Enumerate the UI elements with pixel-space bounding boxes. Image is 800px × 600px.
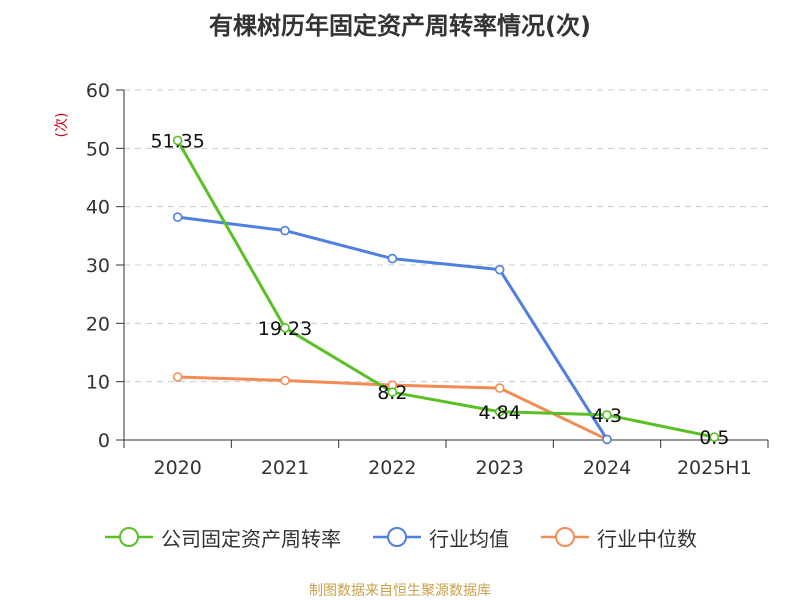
data-point xyxy=(280,225,290,236)
x-tick-label: 2024 xyxy=(583,457,631,479)
data-point xyxy=(494,264,505,275)
data-point xyxy=(172,372,183,382)
legend-item[interactable]: 行业中位数 xyxy=(539,523,697,552)
data-label: 4.84 xyxy=(479,402,521,424)
series-layer xyxy=(172,135,720,445)
data-point xyxy=(387,387,398,397)
data-label: 51.35 xyxy=(150,130,204,152)
data-point xyxy=(280,375,290,386)
x-tick-label: 2023 xyxy=(475,457,523,479)
x-tick-label: 2025H1 xyxy=(677,457,752,479)
y-tick-label: 30 xyxy=(86,255,110,277)
data-point xyxy=(387,253,398,264)
data-point xyxy=(280,323,290,333)
data-point xyxy=(172,135,183,146)
data-point xyxy=(602,410,612,420)
data-point xyxy=(602,434,612,445)
data-point xyxy=(709,432,720,442)
legend-label: 行业均值 xyxy=(429,526,509,551)
legend-marker-icon xyxy=(373,527,421,547)
y-tick-label: 60 xyxy=(86,80,110,102)
y-tick-label: 40 xyxy=(86,197,110,219)
legend: 公司固定资产周转率 行业均值 行业中位数 xyxy=(0,520,800,554)
source-note: 制图数据来自恒生聚源数据库 xyxy=(309,583,491,599)
x-tick-label: 2022 xyxy=(368,457,416,479)
data-label: 8.2 xyxy=(377,382,407,404)
chart-title: 有棵树历年固定资产周转率情况(次) xyxy=(209,12,591,40)
data-label: 19.23 xyxy=(258,318,312,340)
data-point xyxy=(494,406,505,417)
data-label: 0.5 xyxy=(699,427,729,449)
data-point xyxy=(172,212,183,222)
legend-label: 行业中位数 xyxy=(597,526,697,551)
x-tick-label: 2021 xyxy=(261,457,309,479)
y-axis-label: (次) xyxy=(54,113,70,138)
series-line-0 xyxy=(176,139,715,439)
legend-label: 公司固定资产周转率 xyxy=(161,526,341,551)
data-label: 4.3 xyxy=(592,405,622,427)
data-point xyxy=(494,383,505,393)
legend-marker-icon xyxy=(541,527,589,547)
y-tick-label: 0 xyxy=(98,430,110,452)
y-tick-label: 10 xyxy=(86,372,110,394)
axis-layer: 0 10 20 30 40 50 60 (次) 2020 2021 2022 2023 2024 2025… xyxy=(54,80,769,479)
label-layer: 51.35 19.23 8.2 4.84 4.3 0.5 xyxy=(150,130,729,449)
y-tick-label: 20 xyxy=(86,313,110,335)
x-tick-label: 2020 xyxy=(153,457,201,479)
legend-marker-icon xyxy=(105,527,153,547)
grid-layer xyxy=(124,89,768,383)
legend-item[interactable]: 行业均值 xyxy=(371,523,509,552)
legend-item[interactable]: 公司固定资产周转率 xyxy=(103,523,341,552)
y-tick-label: 50 xyxy=(86,138,110,160)
